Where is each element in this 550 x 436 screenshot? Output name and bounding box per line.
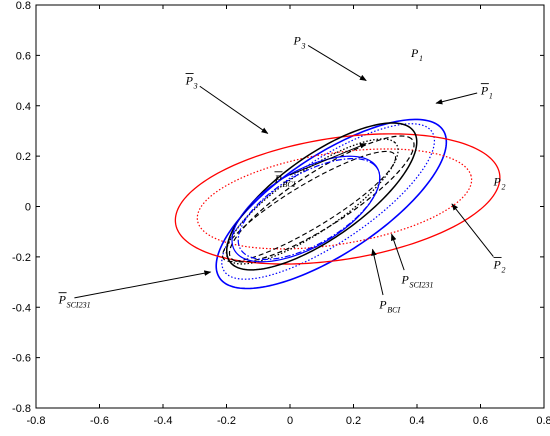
- x-tick-label: 0.2: [346, 415, 361, 427]
- annotation-arrow: [307, 45, 367, 81]
- y-tick-label: 0.8: [16, 0, 31, 12]
- y-tick-label: 0.6: [16, 50, 31, 62]
- annotation-main: P: [185, 74, 194, 88]
- series-p-bci-bar: [237, 158, 381, 261]
- annotation-subscript: 3: [301, 41, 306, 50]
- annotation-label-psci231: P SCI231: [400, 273, 433, 290]
- annotation-label-pbci: P BCI: [378, 298, 400, 315]
- annotation-label-psci231-bar: P SCI231: [58, 292, 91, 310]
- x-tick-label: -0.2: [217, 415, 236, 427]
- series-p-sci231-bar: [222, 150, 397, 263]
- x-tick-label: 0.6: [473, 415, 488, 427]
- annotation-main: P: [378, 298, 387, 312]
- annotation-arrow: [451, 203, 494, 257]
- annotation-main: P: [493, 174, 502, 188]
- x-tick-label: -0.6: [90, 415, 109, 427]
- x-tick-label: 0: [287, 415, 293, 427]
- series-p2-bar: [196, 148, 473, 250]
- y-axis-ticks: 0.8 0.6 0.4 0.2 0 -0.2 -0.4 -0.6 -0.8: [12, 0, 544, 415]
- x-tick-label: 0.8: [536, 415, 550, 427]
- series-p3: [225, 122, 418, 271]
- annotation-main: P: [493, 257, 502, 271]
- annotation-main: P: [58, 293, 67, 307]
- annotation-main: P: [293, 33, 302, 47]
- annotation-main: P: [273, 172, 282, 186]
- annotation-subscript: BCI: [282, 180, 295, 189]
- annotation-subscript: 2: [502, 265, 506, 274]
- annotation-main: P: [480, 84, 489, 98]
- y-tick-label: 0: [25, 202, 31, 214]
- ellipse-series-group: [174, 118, 501, 290]
- x-tick-label: 0.4: [409, 415, 424, 427]
- annotation-main: P: [400, 273, 409, 287]
- y-tick-label: -0.8: [12, 403, 31, 415]
- y-tick-label: -0.6: [12, 353, 31, 365]
- annotation-subscript: 1: [419, 54, 423, 63]
- x-tick-label: -0.8: [27, 415, 46, 427]
- y-tick-label: -0.2: [12, 252, 31, 264]
- y-tick-label: 0.2: [16, 151, 31, 163]
- annotation-main: P: [410, 46, 419, 60]
- series-p2: [174, 133, 501, 265]
- annotation-subscript: 2: [502, 182, 506, 191]
- y-tick-label: 0.4: [16, 101, 31, 113]
- annotation-arrow: [74, 270, 212, 299]
- x-axis-ticks: -0.8 -0.6 -0.4 -0.2 0 0.2 0.4 0.6 0.8: [27, 5, 550, 427]
- annotation-subscript: SCI231: [67, 301, 91, 310]
- y-tick-label: -0.4: [12, 302, 31, 314]
- annotation-arrow: [371, 248, 384, 296]
- annotation-arrow: [435, 92, 478, 105]
- annotation-label-pbci-bar: P BCI: [273, 171, 296, 189]
- plot-frame: [35, 4, 545, 409]
- annotation-subscript: BCI: [387, 306, 400, 315]
- annotation-subscript: 1: [489, 92, 493, 101]
- series-p-sci231: [225, 138, 399, 265]
- annotation-subscript: 3: [193, 82, 198, 91]
- annotation-subscript: SCI231: [409, 281, 433, 290]
- annotation-arrow: [391, 233, 405, 271]
- annotation-arrow: [289, 143, 367, 176]
- x-tick-label: -0.4: [154, 415, 173, 427]
- annotation-arrow: [199, 85, 269, 134]
- series-p3-bar: [228, 135, 415, 263]
